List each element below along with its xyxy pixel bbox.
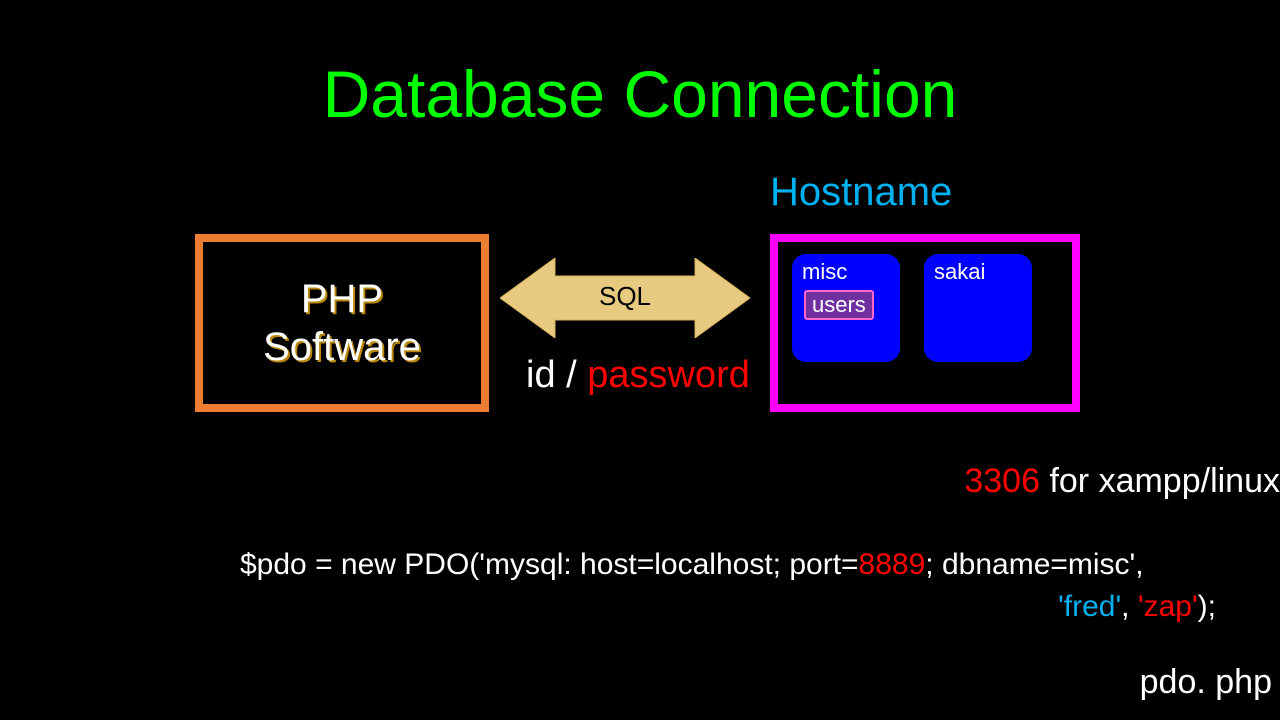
code-line-2: 'fred', 'zap'); — [1058, 590, 1216, 624]
password-text: password — [587, 354, 750, 396]
port-rest: for xampp/linux — [1040, 462, 1280, 500]
code1-post: ; dbname=misc', — [925, 548, 1143, 581]
code1-pre: $pdo = new PDO('mysql: host=localhost; p… — [240, 548, 859, 581]
database-sakai: sakai — [924, 254, 1032, 362]
code2-user: 'fred' — [1058, 590, 1121, 623]
code-line-1: $pdo = new PDO('mysql: host=localhost; p… — [240, 548, 1144, 582]
id-password-label: id / password — [526, 354, 750, 397]
port-number: 3306 — [964, 462, 1040, 500]
php-line1: PHP — [301, 277, 383, 321]
code1-port: 8889 — [859, 548, 926, 581]
database-sakai-name: sakai — [934, 259, 985, 285]
footer-filename: pdo. php — [1140, 663, 1272, 702]
database-misc: misc users — [792, 254, 900, 362]
sql-arrow: SQL — [500, 258, 750, 338]
php-line2: Software — [263, 325, 421, 369]
database-misc-name: misc — [802, 259, 847, 285]
code2-end: ); — [1198, 590, 1216, 623]
slide-title: Database Connection — [0, 56, 1280, 132]
hostname-label: Hostname — [770, 170, 952, 215]
port-note: 3306 for xampp/linux — [964, 462, 1280, 501]
slide-root: Database Connection Hostname PHP Softwar… — [0, 0, 1280, 720]
php-software-box: PHP Software — [195, 234, 489, 412]
table-users-chip: users — [804, 290, 874, 320]
id-text: id — [526, 354, 556, 396]
slash-text: / — [556, 354, 588, 396]
database-server-box: misc users sakai — [770, 234, 1080, 412]
php-software-text: PHP Software — [263, 275, 421, 371]
code2-pass: 'zap' — [1138, 590, 1198, 623]
code2-sep: , — [1121, 590, 1138, 623]
sql-arrow-label: SQL — [599, 281, 651, 312]
